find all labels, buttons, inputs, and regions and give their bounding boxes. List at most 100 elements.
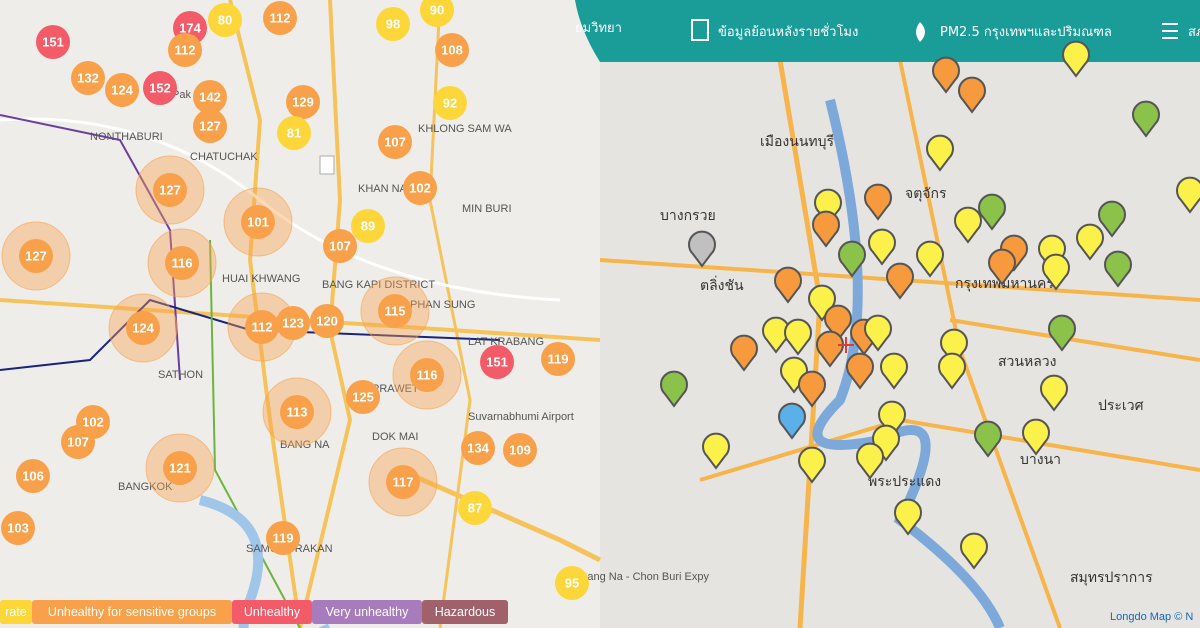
aqi-marker[interactable] [263, 1, 297, 35]
nav-item[interactable]: ยมวิทยา [575, 21, 622, 36]
station-pin[interactable] [864, 314, 892, 352]
aqi-marker[interactable] [555, 566, 589, 600]
aqi-marker[interactable] [410, 358, 444, 392]
aqi-marker[interactable] [280, 395, 314, 429]
aqi-marker[interactable] [105, 73, 139, 107]
nav-item[interactable]: สภ [1188, 25, 1200, 40]
station-pin[interactable] [1176, 176, 1200, 214]
station-pin[interactable] [988, 248, 1016, 286]
station-pin[interactable] [814, 188, 842, 226]
aqi-marker[interactable] [16, 459, 50, 493]
station-pin[interactable] [1022, 418, 1050, 456]
station-pin[interactable] [958, 76, 986, 114]
aqi-marker[interactable] [461, 431, 495, 465]
aqi-marker[interactable] [153, 173, 187, 207]
station-pin[interactable] [864, 183, 892, 221]
aqi-marker[interactable] [1, 511, 35, 545]
aqi-marker[interactable] [378, 294, 412, 328]
station-pin[interactable] [784, 318, 812, 356]
station-pin[interactable] [702, 432, 730, 470]
aqi-marker[interactable] [376, 7, 410, 41]
station-pin[interactable] [838, 240, 866, 278]
aqi-marker[interactable] [541, 342, 575, 376]
station-pin[interactable] [868, 228, 896, 266]
aqi-marker[interactable] [168, 33, 202, 67]
legend-swatch [422, 600, 508, 624]
aqi-marker[interactable] [323, 229, 357, 263]
station-pin[interactable] [1132, 100, 1160, 138]
place-label: PHAN SUNG [410, 299, 475, 311]
aqi-marker[interactable] [277, 116, 311, 150]
station-pin[interactable] [856, 442, 884, 480]
station-pin[interactable] [774, 266, 802, 304]
station-pin[interactable] [872, 424, 900, 462]
aqi-marker[interactable] [266, 521, 300, 555]
station-pin[interactable] [1098, 200, 1126, 238]
station-pin[interactable] [886, 262, 914, 300]
aqi-marker[interactable] [143, 71, 177, 105]
station-pin[interactable] [960, 532, 988, 570]
aqi-value: 102 [82, 415, 104, 430]
aqi-marker[interactable] [458, 491, 492, 525]
aqi-marker[interactable] [241, 205, 275, 239]
station-pin[interactable] [1048, 314, 1076, 352]
aqi-marker[interactable] [386, 465, 420, 499]
station-pin[interactable] [846, 352, 874, 390]
station-pin[interactable] [1104, 250, 1132, 288]
aqi-marker[interactable] [286, 85, 320, 119]
aqi-marker[interactable] [310, 304, 344, 338]
aqi-marker[interactable] [19, 239, 53, 273]
station-pin[interactable] [954, 206, 982, 244]
zoom-button[interactable] [319, 155, 335, 175]
station-pin[interactable] [926, 134, 954, 172]
place-label: LAT KRABANG [468, 336, 544, 348]
station-pin[interactable] [916, 240, 944, 278]
aqi-marker[interactable] [193, 80, 227, 114]
station-pin[interactable] [1042, 253, 1070, 291]
aqi-marker[interactable] [403, 171, 437, 205]
aqi-value: 142 [199, 90, 221, 105]
station-pin[interactable] [816, 330, 844, 368]
station-pin[interactable] [812, 210, 840, 248]
station-pin[interactable] [1076, 223, 1104, 261]
aqi-marker[interactable] [378, 125, 412, 159]
aqi-marker[interactable] [433, 86, 467, 120]
aqi-marker[interactable] [245, 310, 279, 344]
station-pin[interactable] [880, 352, 908, 390]
aqi-marker[interactable] [163, 451, 197, 485]
station-pin[interactable] [878, 400, 906, 438]
station-pin[interactable] [974, 420, 1002, 458]
aqi-marker[interactable] [351, 209, 385, 243]
station-pin[interactable] [808, 284, 836, 322]
nav-item[interactable]: PM2.5 กรุงเทพฯและปริมณฑล [940, 25, 1112, 40]
station-pin[interactable] [778, 402, 806, 440]
aqi-marker[interactable] [346, 380, 380, 414]
aqi-marker[interactable] [208, 3, 242, 37]
station-pin[interactable] [894, 498, 922, 536]
aqi-marker[interactable] [420, 0, 454, 27]
station-pin[interactable] [1038, 234, 1066, 272]
station-pin[interactable] [940, 328, 968, 366]
station-pin[interactable] [932, 56, 960, 94]
station-pin[interactable] [1062, 40, 1090, 78]
aqi-marker[interactable] [165, 246, 199, 280]
aqi-marker[interactable] [61, 425, 95, 459]
aqi-marker[interactable] [503, 433, 537, 467]
station-pin[interactable] [798, 370, 826, 408]
aqi-marker[interactable] [126, 311, 160, 345]
aqi-marker[interactable] [435, 33, 469, 67]
station-pin[interactable] [798, 446, 826, 484]
aqi-marker[interactable] [276, 306, 310, 340]
aqi-marker[interactable] [71, 61, 105, 95]
aqi-marker[interactable] [193, 109, 227, 143]
aqi-marker[interactable] [36, 25, 70, 59]
station-pin[interactable] [978, 193, 1006, 231]
aqi-marker[interactable] [480, 345, 514, 379]
station-pin[interactable] [688, 230, 716, 268]
station-pin[interactable] [1040, 374, 1068, 412]
station-pin[interactable] [730, 334, 758, 372]
nav-item[interactable]: ข้อมูลย้อนหลังรายชั่วโมง [718, 23, 858, 40]
station-pin[interactable] [824, 304, 852, 342]
station-pin[interactable] [660, 370, 688, 408]
station-pin[interactable] [938, 352, 966, 390]
